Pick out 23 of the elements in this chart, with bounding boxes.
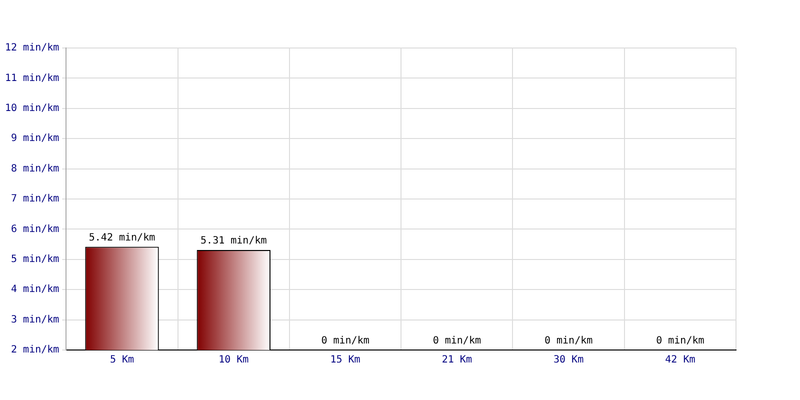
y-tick-label: 10 min/km [4,102,60,114]
text: 0 min/km [321,336,370,347]
y-tick-label: 12 min/km [4,42,60,54]
x-tick-label: 42 Km [665,354,696,366]
data-label: 5.42 min/km [88,232,156,244]
y-tick-label: 7 min/km [11,194,60,205]
y-tick-label: 9 min/km [11,133,60,144]
text: 0 min/km [656,336,704,347]
y-tick-label: 2 min/km [11,344,60,356]
y-tick-label: 11 min/km [4,72,60,84]
x-tick-label: 10 Km [218,354,249,366]
y-tick-label: 4 min/km [11,284,60,296]
y-tick-label: 3 min/km [11,314,60,326]
text: 0 min/km [432,336,481,347]
x-tick-label: 15 Km [330,354,360,366]
data-label: 5.31 min/km [200,236,267,247]
x-tick-label: 21 Km [442,354,472,366]
text: 0 min/km [544,336,593,347]
y-tick-label: 5 min/km [11,254,60,265]
y-tick-label: 8 min/km [11,163,60,174]
x-tick-label: 5 Km [110,354,134,366]
y-tick-label: 6 min/km [11,224,60,235]
x-tick-label: 30 Km [553,354,584,366]
